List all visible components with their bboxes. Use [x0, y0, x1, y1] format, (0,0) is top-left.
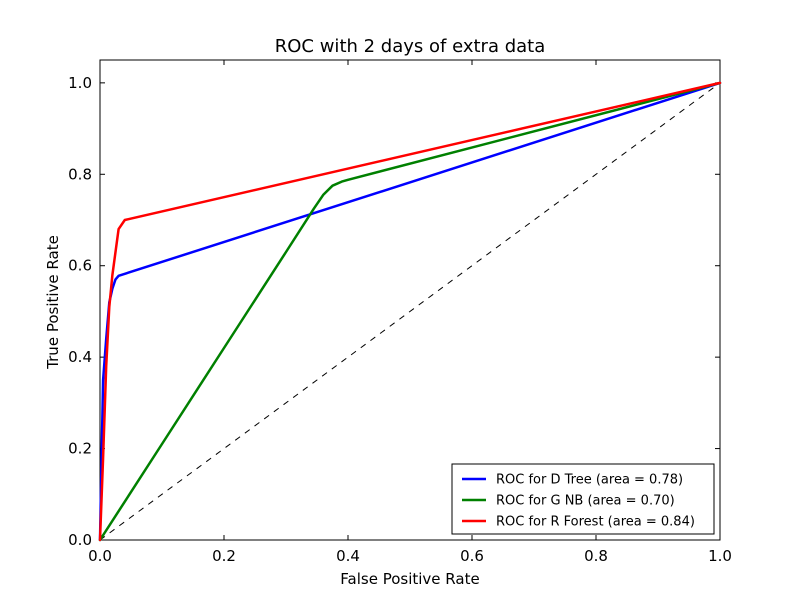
- y-tick-label: 0.0: [68, 531, 92, 549]
- x-tick-label: 0.0: [88, 547, 112, 565]
- plot-area: 0.0 0.2 0.4 0.6 0.8 1.0 0.0 0.2 0.4 0.6 0.8 1.0 ROC …: [68, 59, 732, 565]
- x-tick-label: 1.0: [708, 547, 732, 565]
- legend-box: [451, 463, 715, 535]
- y-tick-label: 0.8: [68, 165, 92, 183]
- y-tick-label: 0.4: [68, 348, 92, 366]
- y-tick-label: 1.0: [68, 74, 92, 92]
- legend-label-3: ROC for R Forest (area = 0.84): [496, 515, 695, 530]
- x-axis-label: False Positive Rate: [340, 570, 479, 588]
- legend-label-1: ROC for D Tree (area = 0.78): [496, 473, 683, 488]
- y-tick-label: 0.6: [68, 257, 92, 275]
- y-axis-label: True Positive Rate: [44, 235, 62, 370]
- legend-label-2: ROC for G NB (area = 0.70): [496, 494, 675, 509]
- x-tick-label: 0.4: [336, 547, 360, 565]
- diagonal-reference-line: [99, 82, 721, 541]
- x-tick-label: 0.8: [584, 547, 608, 565]
- chart-title: ROC with 2 days of extra data: [275, 36, 546, 57]
- x-tick-label: 0.6: [460, 547, 484, 565]
- x-tick-label: 0.2: [212, 547, 236, 565]
- series-line-2: [98, 81, 722, 542]
- series-line-3: [98, 81, 722, 542]
- y-tick-label: 0.2: [68, 440, 92, 458]
- plot-frame: [99, 59, 721, 541]
